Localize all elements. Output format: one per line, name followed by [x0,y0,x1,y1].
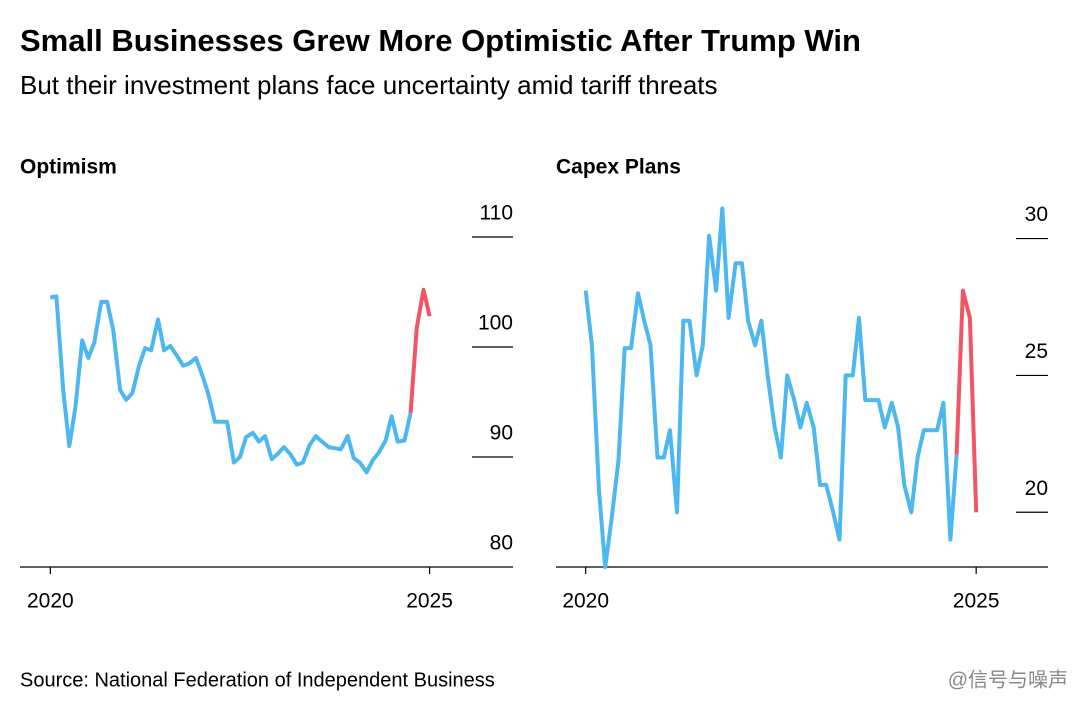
x-tick-label: 2020 [562,590,609,613]
y-tick-label: 30 [1025,203,1048,226]
y-tick-label: 80 [490,532,513,555]
panel-title: Capex Plans [556,156,681,179]
y-tick-label: 90 [490,422,513,445]
title: Small Businesses Grew More Optimistic Af… [20,23,861,58]
y-tick-label: 100 [478,312,513,335]
watermark: @信号与噪声 [948,668,1068,691]
y-tick-label: 20 [1025,477,1048,500]
line [583,206,959,569]
source: Source: National Federation of Independe… [20,669,495,691]
x-tick-label: 2025 [953,590,1000,613]
line [954,288,979,513]
y-tick-label: 110 [480,202,513,225]
line [49,294,413,475]
x-tick-label: 2025 [406,590,453,613]
x-tick-label: 2020 [27,590,74,613]
panel-title: Optimism [20,156,117,179]
line [408,287,432,414]
y-tick-label: 25 [1025,340,1048,363]
subtitle: But their investment plans face uncertai… [20,70,718,100]
